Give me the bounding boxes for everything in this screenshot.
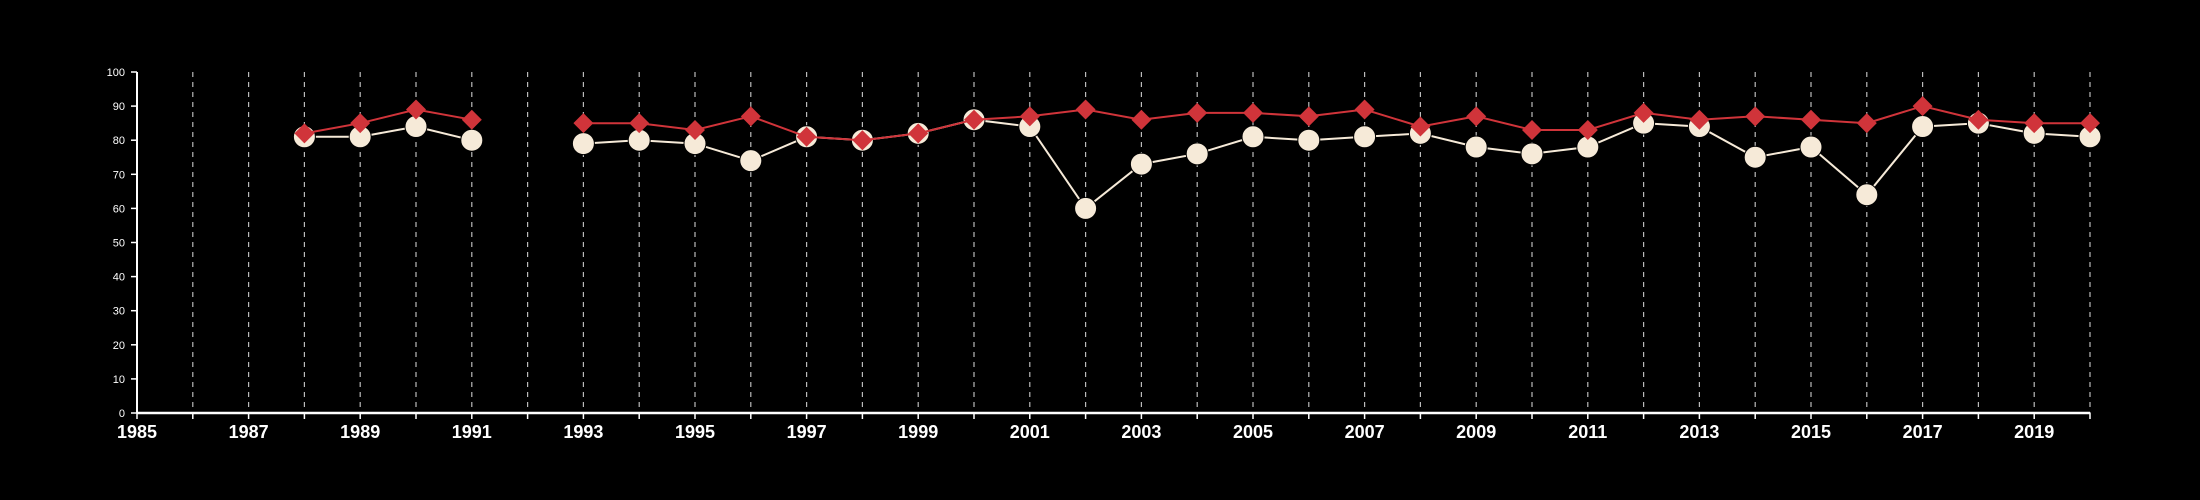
data-point-circle (1464, 135, 1488, 159)
data-point-diamond (1354, 99, 1375, 120)
series-line (583, 105, 2090, 142)
x-tick-label: 1999 (898, 422, 938, 442)
x-tick-labels: 1985 1987 1989 1991 1993 1995 1997 1999 2001 2003… (117, 422, 2054, 442)
data-point-diamond (685, 119, 705, 140)
data-point-diamond (1689, 109, 1710, 130)
data-point-diamond (1019, 106, 1040, 127)
y-tick-label: 100 (107, 67, 125, 79)
y-tick-label: 0 (119, 408, 125, 420)
x-tick-label: 1989 (340, 422, 380, 442)
data-point-diamond (1522, 119, 1542, 140)
data-point-circle (1297, 128, 1321, 152)
data-point-circle (571, 132, 595, 156)
x-tick-label: 2011 (1568, 422, 1607, 442)
x-tick-label: 1991 (452, 422, 492, 442)
data-point-diamond (2024, 113, 2045, 134)
y-tick-label: 80 (113, 135, 125, 147)
data-point-circle (1353, 125, 1377, 149)
data-point-circle (1074, 196, 1098, 220)
y-tick-label: 70 (113, 169, 125, 181)
data-point-diamond (1912, 96, 1933, 117)
data-point-diamond (2080, 113, 2100, 134)
x-tick-label: 1997 (787, 422, 827, 442)
y-tick-label: 50 (113, 238, 125, 250)
x-tick-label: 2017 (1903, 422, 1943, 442)
y-tick-label: 90 (113, 101, 125, 113)
data-point-diamond (350, 113, 371, 134)
data-point-diamond (1801, 109, 1821, 130)
vertical-gridlines (192, 72, 2091, 413)
x-tick-label: 1985 (117, 422, 157, 442)
x-tick-label: 2009 (1456, 422, 1496, 442)
data-point-diamond (1410, 116, 1431, 137)
data-point-diamond (1856, 113, 1877, 134)
data-point-diamond (796, 126, 817, 147)
data-point-diamond (1577, 119, 1598, 140)
data-point-diamond (1187, 102, 1208, 123)
y-tick-label: 60 (113, 203, 125, 215)
y-tick-labels: 0 10 20 30 40 50 60 70 80 90 100 (107, 67, 125, 420)
data-point-diamond (964, 109, 984, 130)
data-point-diamond (461, 109, 482, 130)
x-tick-label: 2003 (1121, 422, 1161, 442)
x-tick-label: 1995 (675, 422, 715, 442)
data-point-diamond (573, 113, 594, 134)
data-point-diamond (1131, 109, 1152, 130)
data-point-diamond (1466, 106, 1487, 127)
data-point-diamond (1298, 106, 1319, 127)
data-point-circle (1855, 183, 1879, 207)
x-tick-label: 2007 (1345, 422, 1385, 442)
x-tick-label: 2015 (1791, 422, 1831, 442)
data-point-diamond (629, 113, 650, 134)
y-tick-label: 40 (113, 272, 125, 284)
data-point-diamond (1243, 102, 1263, 123)
x-tick-label: 2019 (2014, 422, 2054, 442)
data-point-diamond (406, 99, 426, 120)
x-tick-label: 2001 (1010, 422, 1050, 442)
series-line (304, 108, 472, 135)
data-point-circle (1911, 115, 1935, 139)
x-tick-label: 2013 (1679, 422, 1719, 442)
data-point-diamond (908, 123, 929, 144)
x-tick-label: 1993 (563, 422, 603, 442)
axes (131, 71, 2091, 419)
data-point-diamond (1745, 106, 1766, 127)
series-1 (294, 96, 2100, 151)
series-group (292, 96, 2102, 220)
data-point-circle (1241, 125, 1265, 149)
x-tick-label: 1987 (229, 422, 269, 442)
data-point-diamond (1633, 102, 1654, 123)
data-point-circle (1129, 152, 1153, 176)
data-point-diamond (852, 130, 873, 151)
y-tick-label: 30 (113, 306, 125, 318)
y-tick-label: 10 (113, 374, 125, 386)
x-tick-label: 2005 (1233, 422, 1273, 442)
series-line (304, 125, 473, 142)
data-point-diamond (1075, 99, 1096, 120)
data-point-diamond (294, 123, 315, 144)
data-point-circle (1185, 142, 1209, 166)
data-point-diamond (1968, 109, 1989, 130)
data-point-diamond (740, 106, 761, 127)
data-point-circle (739, 149, 763, 173)
data-point-circle (1520, 142, 1544, 166)
data-point-circle (1799, 135, 1823, 159)
data-point-circle (460, 128, 484, 152)
y-tick-label: 20 (113, 340, 125, 352)
data-point-circle (1743, 145, 1767, 169)
